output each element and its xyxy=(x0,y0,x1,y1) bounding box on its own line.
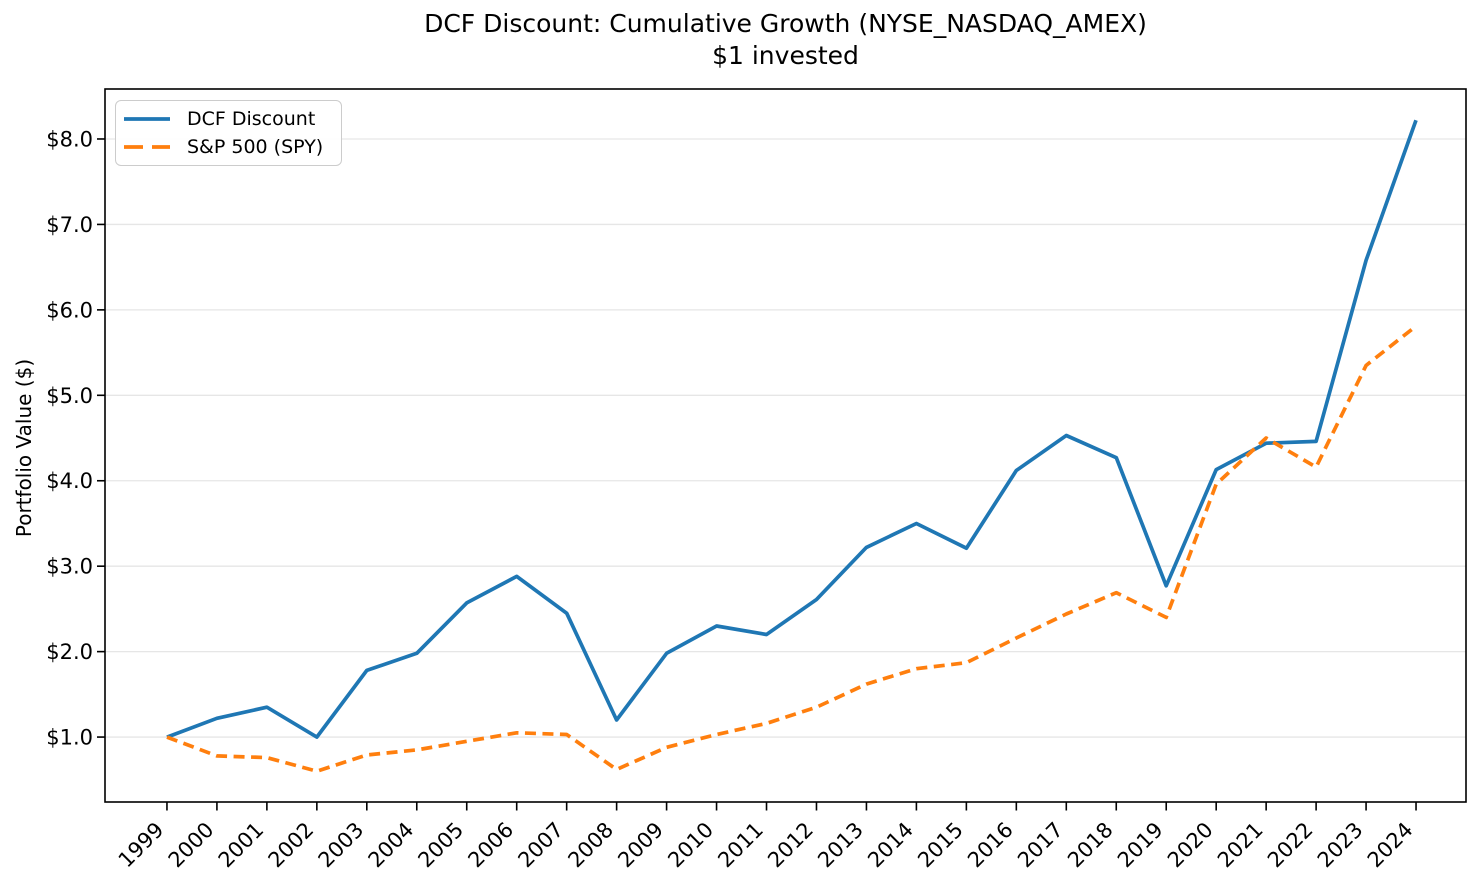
y-tick-label: $7.0 xyxy=(46,213,93,237)
x-tick-label: 2010 xyxy=(663,818,718,873)
x-tick-label: 2017 xyxy=(1013,818,1068,873)
x-tick-label: 2000 xyxy=(164,818,219,873)
x-tick-label: 2019 xyxy=(1113,818,1168,873)
x-tick-label: 2014 xyxy=(863,818,918,873)
dcf-discount-legend-line-icon xyxy=(124,117,170,121)
x-tick-label: 2005 xyxy=(414,818,469,873)
x-tick-label: 2018 xyxy=(1063,818,1118,873)
y-axis-label: Portfolio Value ($) xyxy=(12,358,36,538)
y-tick-label: $3.0 xyxy=(46,555,93,579)
x-tick-label: 2024 xyxy=(1363,818,1418,873)
x-tick-label: 2009 xyxy=(613,818,668,873)
legend-label-sp500: S&P 500 (SPY) xyxy=(187,136,324,158)
x-tick-label: 2008 xyxy=(563,818,618,873)
x-tick-label: 2011 xyxy=(713,818,768,873)
dcf-discount-line xyxy=(166,119,1418,739)
x-tick-label: 2013 xyxy=(813,818,868,873)
axes-frame xyxy=(104,88,1467,803)
x-tick-label: 2022 xyxy=(1263,818,1318,873)
y-tick-label: $2.0 xyxy=(46,640,93,664)
legend: DCF Discount S&P 500 (SPY) xyxy=(115,100,342,166)
x-tick-label: 2020 xyxy=(1163,818,1218,873)
legend-item-dcf-discount: DCF Discount xyxy=(123,105,333,133)
y-tick-label: $4.0 xyxy=(46,469,93,493)
x-tick-label: 2001 xyxy=(214,818,269,873)
x-tick-label: 2004 xyxy=(364,818,419,873)
x-tick-label: 2016 xyxy=(963,818,1018,873)
chart-title: DCF Discount: Cumulative Growth (NYSE_NA… xyxy=(105,8,1466,72)
x-tick-label: 2021 xyxy=(1213,818,1268,873)
x-tick-label: 2015 xyxy=(913,818,968,873)
x-tick-label: 2023 xyxy=(1313,818,1368,873)
y-tick-label: $8.0 xyxy=(46,127,93,151)
chart-title-line1: DCF Discount: Cumulative Growth (NYSE_NA… xyxy=(424,9,1147,38)
x-tick-label: 1999 xyxy=(114,818,169,873)
x-tick-label: 2007 xyxy=(513,818,568,873)
sp500-legend-dashed-line-icon xyxy=(124,145,170,149)
x-tick-label: 2002 xyxy=(264,818,319,873)
y-tick-label: $5.0 xyxy=(46,384,93,408)
x-tick-label: 2012 xyxy=(763,818,818,873)
x-tick-label: 2006 xyxy=(463,818,518,873)
y-tick-label: $6.0 xyxy=(46,298,93,322)
chart-title-line2: $1 invested xyxy=(712,41,859,70)
legend-label-dcf-discount: DCF Discount xyxy=(187,108,316,130)
x-tick-label: 2003 xyxy=(314,818,369,873)
legend-item-sp500: S&P 500 (SPY) xyxy=(123,133,333,161)
sp500-line xyxy=(166,324,1418,774)
y-tick-label: $1.0 xyxy=(46,726,93,750)
